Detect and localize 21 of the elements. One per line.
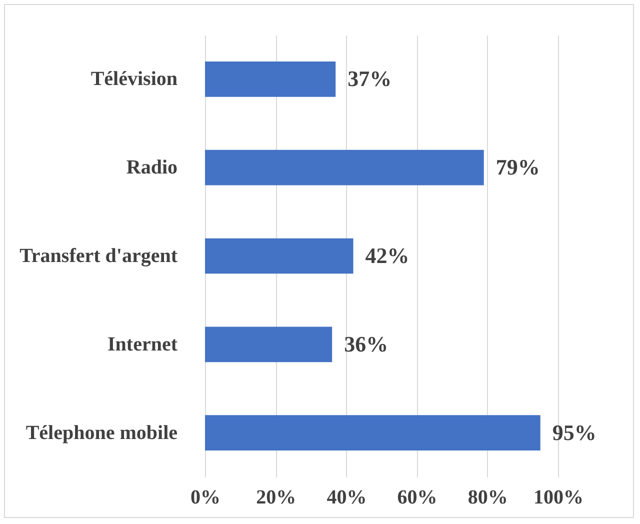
data-label: 95% [552, 420, 596, 445]
x-tick-label: 20% [256, 486, 296, 508]
x-tick-label: 80% [468, 486, 508, 508]
data-label: 36% [344, 331, 388, 356]
y-tick-label: Internet [108, 333, 178, 356]
x-tick-label: 40% [326, 486, 367, 508]
bar [205, 326, 332, 362]
x-tick-label: 100% [534, 486, 584, 508]
x-tick-label: 0% [190, 486, 220, 508]
y-tick-label: Télephone mobile [26, 422, 178, 444]
data-label: 79% [496, 154, 540, 180]
bar [205, 415, 540, 450]
bar [205, 150, 484, 186]
x-tick-label: 60% [397, 486, 438, 508]
y-tick-label: Transfert d'argent [20, 245, 178, 267]
bar [205, 62, 336, 97]
y-tick-label: Radio [126, 156, 178, 179]
data-label: 37% [348, 66, 392, 92]
data-label: 42% [365, 243, 410, 268]
bar [205, 238, 354, 274]
y-tick-label: Télévision [90, 68, 178, 90]
